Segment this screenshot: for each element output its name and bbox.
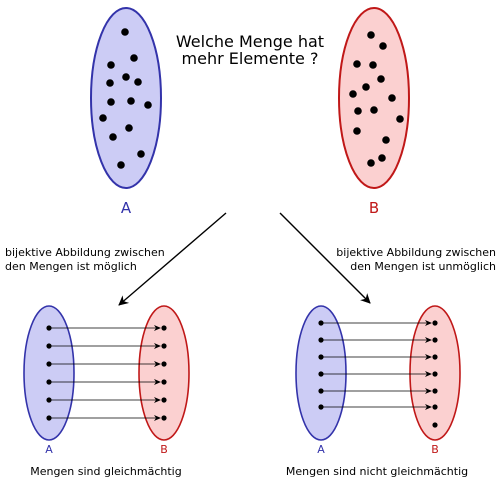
set-a-element [134, 78, 142, 86]
set-b-element [353, 127, 361, 135]
top-set-a: A [90, 7, 162, 217]
set-b-element [382, 136, 390, 144]
set-a-element [318, 404, 324, 410]
set-a-element [46, 379, 52, 385]
set-b-label: B [369, 199, 379, 217]
set-b-element [161, 361, 167, 367]
set-b-element [388, 94, 396, 102]
question-line-2: mehr Elemente ? [182, 49, 319, 68]
set-b-element [161, 397, 167, 403]
set-a-element [121, 28, 129, 36]
set-b-element [161, 343, 167, 349]
set-a-element [127, 97, 135, 105]
top-set-b: B [338, 7, 410, 217]
set-b-element [161, 325, 167, 331]
left-caption-line-2: den Mengen ist möglich [5, 260, 137, 273]
set-a-element [106, 79, 114, 87]
set-b-element [396, 115, 404, 123]
set-a-element [46, 397, 52, 403]
set-b-element [432, 320, 438, 326]
set-a-element [318, 371, 324, 377]
left-caption-line-1: bijektive Abbildung zwischen [5, 246, 165, 259]
set-a-element [117, 161, 125, 169]
left-panel: A B Mengen sind gleichmächtig [23, 305, 190, 478]
set-b-element [432, 371, 438, 377]
set-b-element [378, 154, 386, 162]
right-result: Mengen sind nicht gleichmächtig [286, 465, 468, 478]
right-set-b-label: B [431, 443, 439, 456]
set-a-element [318, 320, 324, 326]
left-set-a-ellipse [23, 305, 75, 441]
set-b-element [367, 159, 375, 167]
set-b-element [432, 337, 438, 343]
left-set-b-ellipse [138, 305, 190, 441]
set-b-element [432, 404, 438, 410]
set-b-ellipse [338, 7, 410, 189]
set-a-element [107, 61, 115, 69]
set-b-unmatched-element [432, 422, 438, 428]
set-a-element [46, 343, 52, 349]
right-caption-line-2: den Mengen ist unmöglich [350, 260, 496, 273]
set-b-element [377, 75, 385, 83]
arrow-to-right-panel [279, 212, 371, 304]
set-a-element [137, 150, 145, 158]
set-b-element [353, 60, 361, 68]
set-b-element [349, 90, 357, 98]
set-a-elements [99, 28, 152, 169]
arrow-to-left-panel [118, 212, 227, 306]
set-b-element [161, 415, 167, 421]
set-a-element [318, 337, 324, 343]
set-a-element [46, 325, 52, 331]
set-b-element [367, 31, 375, 39]
left-set-a-label: A [45, 443, 53, 456]
set-a-element [125, 124, 133, 132]
set-a-element [107, 98, 115, 106]
right-caption-line-1: bijektive Abbildung zwischen [336, 246, 496, 259]
set-b-element [161, 379, 167, 385]
right-set-a-label: A [317, 443, 325, 456]
set-a-element [130, 54, 138, 62]
set-a-ellipse [90, 7, 162, 189]
set-a-element [46, 361, 52, 367]
right-mapping [318, 320, 438, 428]
question-line-1: Welche Menge hat [176, 32, 324, 51]
set-a-element [99, 114, 107, 122]
set-b-element [432, 354, 438, 360]
set-b-element [379, 42, 387, 50]
set-a-element [109, 133, 117, 141]
left-set-b-label: B [160, 443, 168, 456]
set-a-element [318, 388, 324, 394]
set-b-elements [349, 31, 404, 167]
set-a-element [46, 415, 52, 421]
set-b-element [370, 106, 378, 114]
set-a-element [318, 354, 324, 360]
set-b-element [362, 83, 370, 91]
set-a-element [144, 101, 152, 109]
right-panel: A B Mengen sind nicht gleichmächtig [286, 305, 468, 478]
set-a-label: A [121, 199, 132, 217]
set-b-element [432, 388, 438, 394]
set-a-element [122, 73, 130, 81]
set-b-element [369, 61, 377, 69]
left-result: Mengen sind gleichmächtig [30, 465, 181, 478]
left-mapping [46, 325, 167, 421]
set-b-element [354, 107, 362, 115]
